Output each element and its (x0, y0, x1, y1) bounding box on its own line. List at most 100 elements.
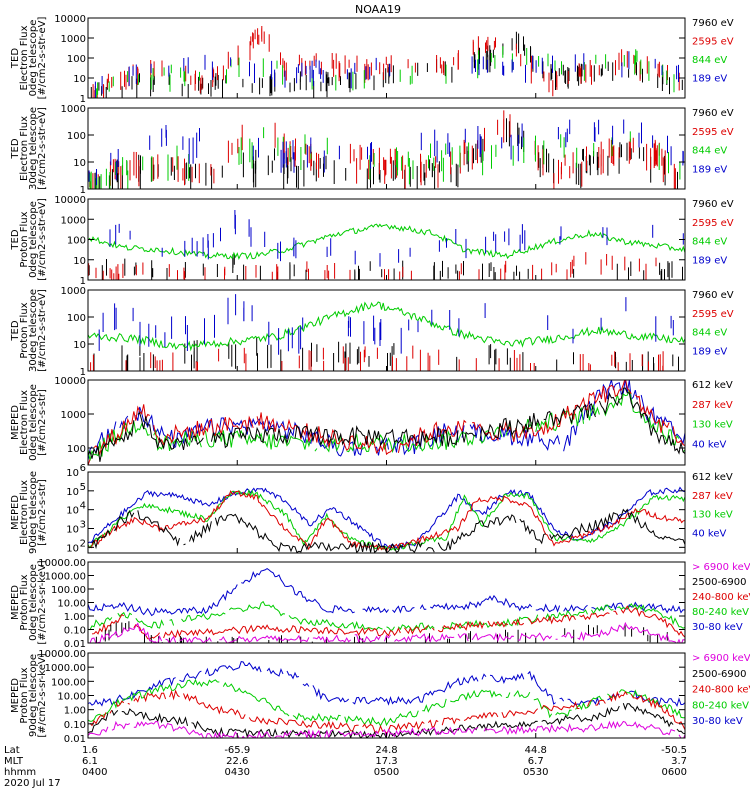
ytick-label: 10 (73, 158, 86, 169)
ytick-label: 10 (66, 468, 79, 479)
panel-3-data (88, 210, 685, 280)
spikes-189-ev (109, 210, 684, 267)
ytick-label: 1 (80, 367, 86, 378)
ytick-exponent: 3 (80, 520, 86, 531)
ytick-label: 1000.00 (45, 572, 86, 583)
spikes-7960-ev (88, 253, 683, 280)
legend-7960-ev: 7960 eV (692, 290, 734, 301)
ytick-label: 1 (80, 276, 86, 287)
legend-240-800-kev: 240-800 keV (692, 685, 750, 696)
ytick-label: 10000 (54, 195, 86, 206)
series-30-80-kev (88, 567, 685, 617)
ytick-label: 0.10 (64, 720, 86, 731)
ylabel-line: 0deg telescope (28, 564, 39, 641)
series-2595-ev (89, 110, 676, 189)
legend-844-ev: 844 eV (692, 237, 727, 248)
ylabel-line: Proton Flux (19, 211, 30, 267)
legend-6900-kev: > 6900 keV (692, 653, 750, 664)
panel-7-data (88, 567, 685, 643)
ylabel-line: MEPED (10, 495, 21, 530)
legend-240-800-kev: 240-800 keV (692, 592, 750, 603)
series-2500-6900 (88, 703, 685, 738)
legend-2595-ev: 2595 eV (692, 37, 734, 48)
ytick-exponent: 6 (80, 463, 86, 474)
spikes-2595-ev (92, 26, 680, 98)
line-2500-6900 (88, 703, 685, 738)
legend-40-kev: 40 keV (692, 439, 726, 450)
ytick-label: 100.00 (51, 677, 86, 688)
panel-5-data (88, 380, 685, 465)
series-189-ev (109, 210, 684, 267)
series-40-kev (88, 380, 685, 461)
panel-8-data (88, 661, 685, 738)
ytick-label: 10000 (54, 14, 86, 25)
ytick-label: 0.01 (64, 639, 86, 650)
hhmm-row-label: hhmm (4, 767, 36, 778)
legend-189-ev: 189 eV (692, 346, 727, 357)
x-lat-label: 44.8 (525, 745, 547, 756)
ytick-label: 100 (67, 54, 86, 65)
x-mlt-label: 3.7 (671, 756, 687, 767)
panel-3-frame (87, 198, 686, 281)
ylabel-line: Electron Flux (19, 480, 30, 545)
line-30-80-kev (88, 567, 685, 617)
ylabel-line: TED (10, 229, 21, 250)
x-hhmm-label: 0430 (225, 767, 250, 778)
legend-2500-6900: 2500-6900 (692, 669, 747, 680)
ylabel-line: TED (10, 320, 21, 341)
series-240-800-kev (91, 605, 685, 640)
series-7960-ev (94, 118, 678, 189)
ylabel-line: Proton Flux (19, 574, 30, 630)
ylabel-line: Electron Flux (19, 25, 30, 90)
line-40-kev (88, 380, 685, 461)
legend-80-240-kev: 80-240 keV (692, 700, 749, 711)
ytick-label: 1.00 (64, 706, 86, 717)
ytick-label: 10000 (54, 376, 86, 387)
series-7960-ev (93, 337, 679, 371)
ytick-label: 10 (73, 74, 86, 85)
panel-2-data (88, 110, 684, 189)
ytick-label: 1 (80, 94, 86, 105)
series-844-ev (88, 301, 685, 352)
legend-6900-kev: > 6900 keV (692, 562, 750, 573)
ylabel-line: 90deg telescope (28, 471, 39, 554)
panel-1-data (90, 26, 683, 98)
legend-2595-ev: 2595 eV (692, 218, 734, 229)
x-mlt-label: 17.3 (375, 756, 397, 767)
ylabel-line: TED (10, 138, 21, 159)
ylabel-line: [#/cm2-s-sr-keV] (37, 560, 48, 644)
series-2595-ev (92, 26, 680, 98)
series-2595-ev (88, 252, 657, 280)
series-844-ev (88, 223, 685, 260)
x-mlt-label: 6.1 (82, 756, 98, 767)
ylabel-line: [#/cm2-s-str] (37, 479, 48, 546)
series-240-800-kev (89, 689, 685, 735)
line-40-kev (88, 486, 685, 550)
ylabel-line: [#/cm2-s-str-eV] (37, 17, 48, 100)
ytick-exponent: 4 (80, 501, 86, 512)
ytick-label: 10.00 (57, 599, 86, 610)
ytick-label: 100 (67, 313, 86, 324)
ylabel-line: 0deg telescope (28, 20, 39, 97)
ylabel-line: 0deg telescope (28, 384, 39, 461)
ytick-exponent: 2 (80, 538, 86, 549)
legend-130-kev: 130 keV (692, 420, 733, 431)
series-130-kev (88, 488, 685, 551)
x-hhmm-label: 0600 (662, 767, 687, 778)
line-6900-kev (88, 621, 685, 643)
ytick-label: 1000 (61, 215, 86, 226)
ylabel-line: TED (10, 48, 21, 69)
panel-4-frame (87, 289, 686, 372)
ytick-label: 100 (67, 236, 86, 247)
panel-4-data (88, 294, 685, 371)
x-hhmm-label: 0400 (82, 767, 107, 778)
legend-7960-ev: 7960 eV (692, 18, 734, 29)
series-80-240-kev (88, 600, 685, 632)
